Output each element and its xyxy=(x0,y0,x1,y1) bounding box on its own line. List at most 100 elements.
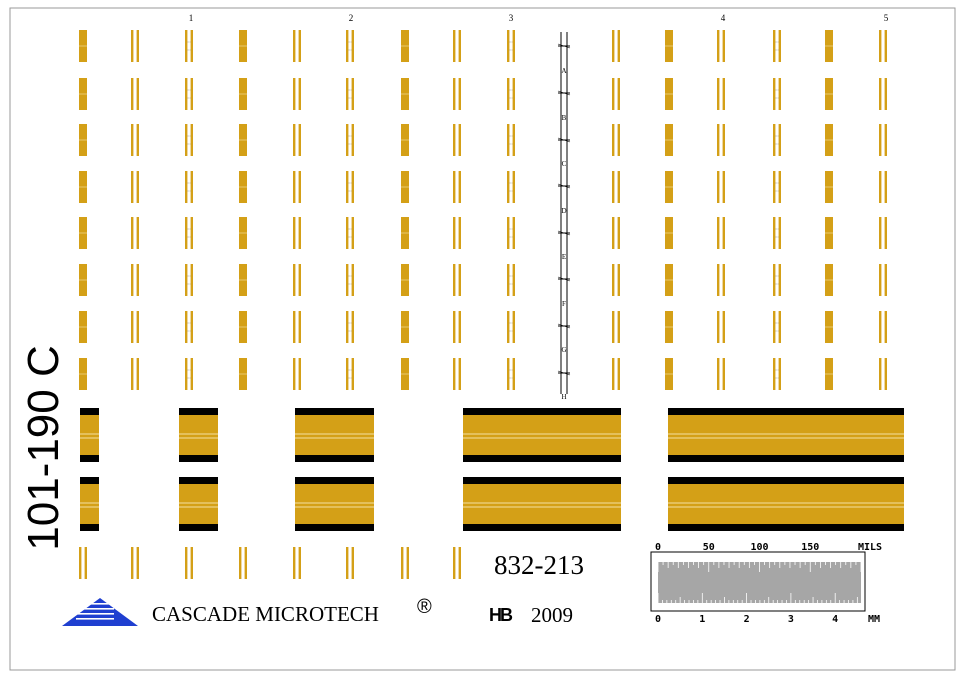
short-line xyxy=(136,30,139,62)
thru-line xyxy=(190,358,193,390)
short-line xyxy=(185,547,188,579)
short-line xyxy=(717,124,720,156)
thru-line xyxy=(346,171,349,203)
thru-line xyxy=(351,358,354,390)
short-line xyxy=(131,547,134,579)
short-line xyxy=(458,311,461,343)
thru-line xyxy=(190,124,193,156)
short-line xyxy=(879,30,882,62)
short-line xyxy=(884,217,887,249)
ground-bar xyxy=(80,455,99,462)
row-letter: H xyxy=(561,393,566,401)
short-line xyxy=(879,264,882,296)
short-line xyxy=(617,124,620,156)
logo-triangle xyxy=(62,598,138,626)
registered-mark: ® xyxy=(417,596,432,618)
short-line xyxy=(293,358,296,390)
short-line xyxy=(612,311,615,343)
company-name: CASCADE MICROTECH xyxy=(152,602,379,626)
mm-label: 4 xyxy=(832,614,838,625)
short-line xyxy=(293,124,296,156)
short-line xyxy=(458,264,461,296)
signal-pad xyxy=(295,484,374,524)
short-line xyxy=(79,547,82,579)
row-letter: F xyxy=(562,300,566,308)
short-line xyxy=(298,124,301,156)
thru-line xyxy=(773,78,776,110)
short-line xyxy=(131,124,134,156)
thru-line xyxy=(512,78,515,110)
ground-bar xyxy=(80,408,99,415)
short-line xyxy=(293,30,296,62)
short-line xyxy=(612,217,615,249)
short-line xyxy=(298,311,301,343)
short-line xyxy=(879,311,882,343)
thru-line xyxy=(512,171,515,203)
thru-line xyxy=(351,311,354,343)
short-line xyxy=(612,124,615,156)
thru-line xyxy=(185,124,188,156)
thru-line xyxy=(507,171,510,203)
column-number: 1 xyxy=(189,13,194,23)
ground-bar xyxy=(463,455,621,462)
thru-line xyxy=(185,264,188,296)
thru-line xyxy=(190,171,193,203)
short-line xyxy=(884,311,887,343)
short-line xyxy=(298,78,301,110)
ground-bar xyxy=(295,477,374,484)
short-line xyxy=(717,30,720,62)
short-line xyxy=(131,264,134,296)
thru-line xyxy=(351,78,354,110)
short-line xyxy=(293,171,296,203)
thru-line xyxy=(185,358,188,390)
short-line xyxy=(453,547,456,579)
short-line xyxy=(612,358,615,390)
substrate-border xyxy=(9,7,956,671)
short-line xyxy=(239,547,242,579)
short-line xyxy=(717,217,720,249)
short-line xyxy=(84,547,87,579)
column-number: 2 xyxy=(349,13,354,23)
thru-line xyxy=(507,217,510,249)
short-line xyxy=(298,30,301,62)
short-line xyxy=(612,264,615,296)
thru-line xyxy=(185,78,188,110)
thru-line xyxy=(778,78,781,110)
short-line xyxy=(458,78,461,110)
short-line xyxy=(190,547,193,579)
signal-pad xyxy=(295,415,374,455)
short-line xyxy=(453,78,456,110)
mils-label: 50 xyxy=(703,542,715,553)
short-line xyxy=(458,547,461,579)
short-line xyxy=(453,124,456,156)
short-line xyxy=(879,124,882,156)
short-line xyxy=(293,311,296,343)
designer-initials: HB xyxy=(489,605,513,625)
mm-label: 3 xyxy=(788,614,794,625)
mils-label: 0 xyxy=(655,542,661,553)
short-line xyxy=(244,547,247,579)
thru-line xyxy=(185,30,188,62)
ground-bar xyxy=(463,408,621,415)
thru-line xyxy=(507,358,510,390)
thru-line xyxy=(778,217,781,249)
mm-label: 0 xyxy=(655,614,661,625)
alignment-tick xyxy=(557,43,571,49)
ground-bar xyxy=(179,455,218,462)
ground-bar xyxy=(179,408,218,415)
short-line xyxy=(458,171,461,203)
short-line xyxy=(617,311,620,343)
thru-line xyxy=(778,171,781,203)
short-line xyxy=(453,264,456,296)
short-line xyxy=(453,217,456,249)
short-line xyxy=(879,217,882,249)
short-line xyxy=(458,217,461,249)
thru-line xyxy=(351,171,354,203)
short-line xyxy=(351,547,354,579)
calibration-structures xyxy=(79,30,904,579)
short-line xyxy=(612,78,615,110)
short-line xyxy=(722,311,725,343)
short-line xyxy=(722,264,725,296)
ground-bar xyxy=(179,524,218,531)
short-line xyxy=(617,78,620,110)
